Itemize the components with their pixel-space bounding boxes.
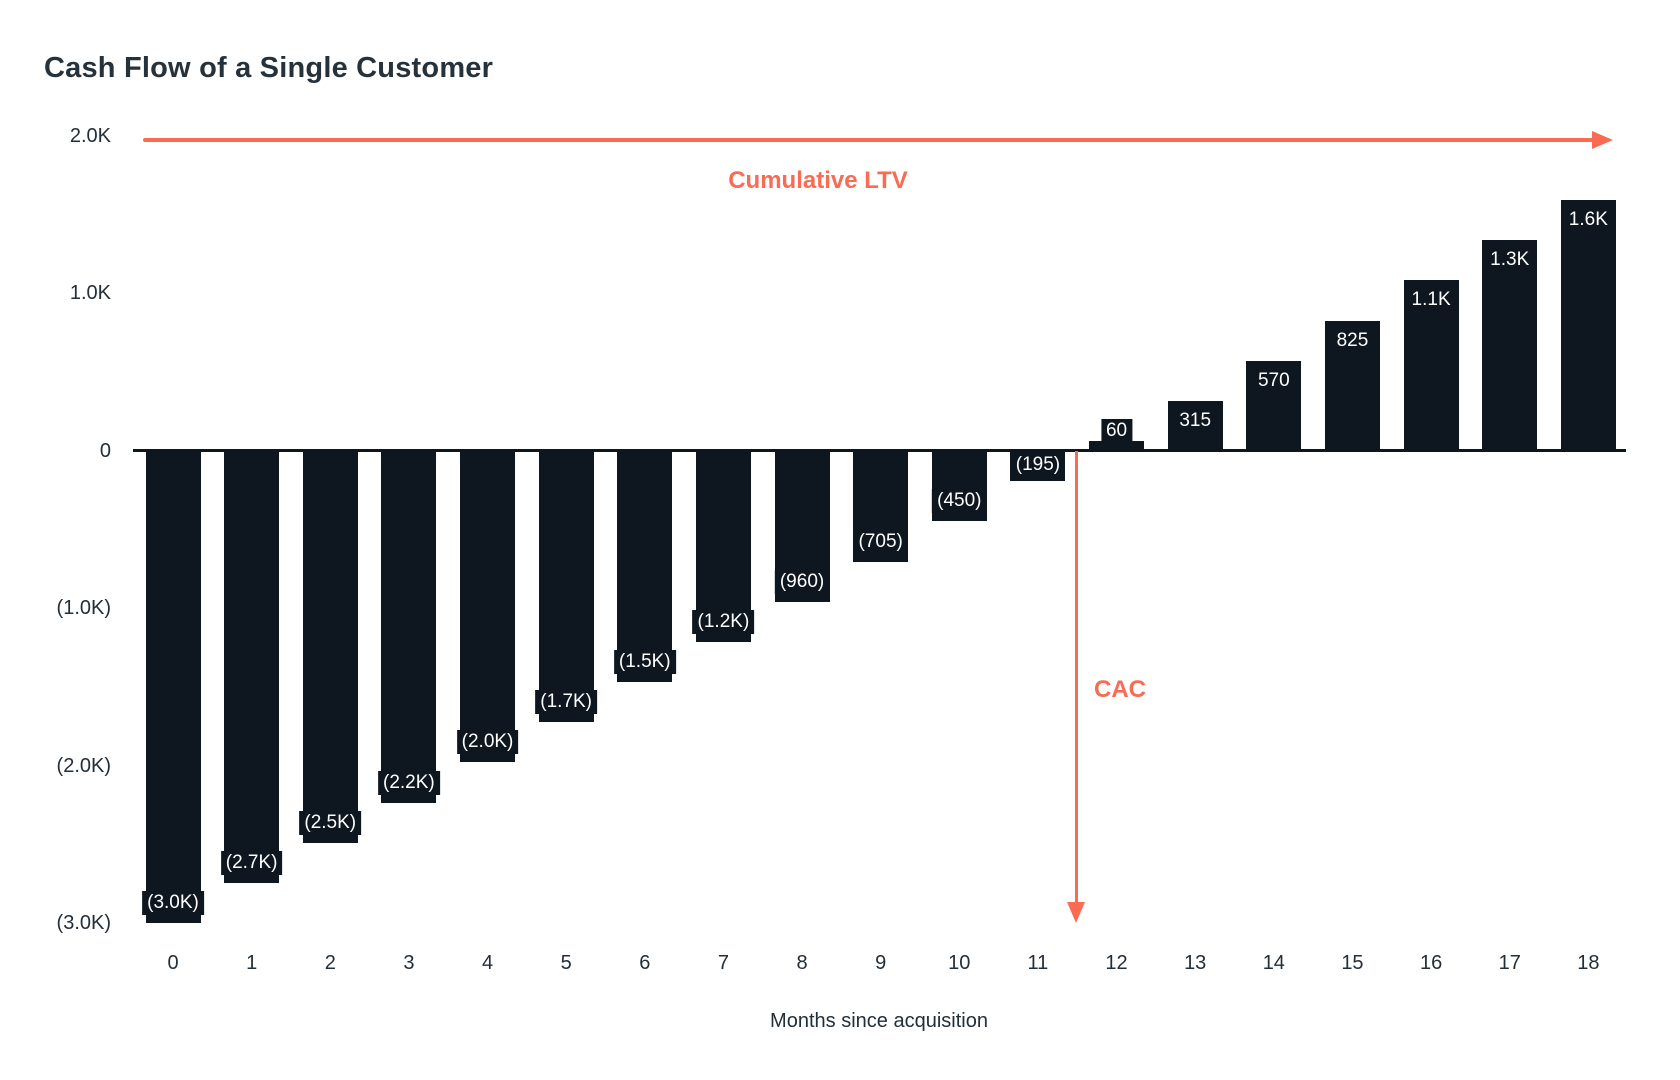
x-tick-label: 12 <box>1105 952 1128 974</box>
x-axis-title: Months since acquisition <box>770 1010 988 1032</box>
x-tick-label: 3 <box>403 952 415 974</box>
x-tick-label: 18 <box>1577 952 1600 974</box>
x-tick-label: 15 <box>1341 952 1364 974</box>
bar-value-label: (705) <box>853 529 908 554</box>
cac-arrow-label: CAC <box>1094 676 1146 703</box>
bar <box>617 450 673 683</box>
bar-value-label: (2.7K) <box>220 850 283 875</box>
bar-value-label: (2.0K) <box>456 730 519 755</box>
x-tick-label: 11 <box>1027 952 1049 974</box>
chart-title: Cash Flow of a Single Customer <box>44 52 494 84</box>
bar-value-label: 570 <box>1252 368 1295 393</box>
x-tick-label: 14 <box>1262 952 1285 974</box>
bar-value-label: (1.5K) <box>613 650 676 675</box>
x-tick-label: 2 <box>324 952 336 974</box>
bar-value-label: 60 <box>1100 419 1133 444</box>
ltv-arrow-label: Cumulative LTV <box>728 167 908 194</box>
x-tick-label: 17 <box>1498 952 1521 974</box>
bar-value-label: (2.5K) <box>299 810 362 835</box>
arrow-right-icon <box>1592 131 1613 149</box>
bar-value-label: 1.3K <box>1485 248 1535 273</box>
bar-value-label: 315 <box>1174 408 1217 433</box>
y-tick-label: 1.0K <box>69 282 111 304</box>
bar-value-label: (450) <box>932 489 987 514</box>
x-tick-label: 16 <box>1419 952 1443 974</box>
bar <box>1560 200 1616 451</box>
bar-value-label: (2.2K) <box>378 770 440 795</box>
bar <box>224 450 280 883</box>
bar-value-label: (960) <box>774 569 830 594</box>
y-tick-label: 2.0K <box>69 124 111 147</box>
bar-value-label: (195) <box>1010 452 1066 477</box>
bar-value-label: 825 <box>1331 328 1374 353</box>
x-tick-label: 0 <box>167 952 179 974</box>
y-tick-label: (1.0K) <box>56 597 111 619</box>
x-tick-label: 1 <box>246 952 258 974</box>
bar-value-label: (1.2K) <box>692 609 755 634</box>
x-tick-label: 9 <box>875 952 887 974</box>
x-tick-label: 8 <box>796 952 808 974</box>
bar <box>538 450 594 723</box>
bar <box>302 450 358 843</box>
y-tick-label: (3.0K) <box>56 912 111 934</box>
bar <box>381 450 437 803</box>
x-tick-label: 10 <box>948 952 971 974</box>
bar <box>1089 441 1145 451</box>
cac-arrow-line <box>1075 451 1078 903</box>
x-tick-label: 5 <box>560 952 572 974</box>
bar <box>145 450 201 923</box>
x-tick-label: 13 <box>1184 952 1207 974</box>
ltv-arrow-line <box>143 138 1593 142</box>
zero-axis-line <box>133 449 1626 452</box>
bar <box>1482 240 1538 451</box>
y-tick-label: 0 <box>99 439 111 462</box>
bar-value-label: 1.1K <box>1406 288 1456 313</box>
y-tick-label: (2.0K) <box>56 754 111 777</box>
bar-value-label: 1.6K <box>1563 208 1613 233</box>
x-tick-label: 4 <box>481 952 494 974</box>
x-tick-label: 7 <box>717 952 729 974</box>
x-tick-label: 6 <box>639 952 651 974</box>
bar-value-label: (3.0K) <box>142 891 204 915</box>
bar-value-label: (1.7K) <box>535 690 598 715</box>
bar <box>460 450 516 763</box>
arrow-down-icon <box>1067 902 1085 923</box>
